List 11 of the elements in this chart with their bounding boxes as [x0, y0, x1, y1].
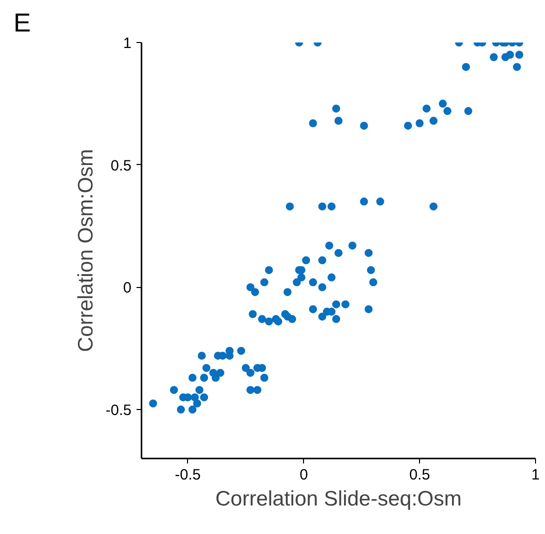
y-axis-title: Correlation Osm:Osm	[74, 148, 98, 352]
x-tick-label: 1	[531, 466, 540, 484]
y-tick-label: -0.5	[106, 402, 132, 420]
text: E	[14, 8, 31, 38]
y-tick-label: 1	[123, 35, 132, 52]
y-tick-label: 0	[123, 280, 132, 297]
x-axis-title: Correlation Slide-seq:Osm	[215, 488, 462, 510]
x-tick-label: 0.5	[409, 466, 430, 484]
x-tick-label: -0.5	[174, 466, 201, 484]
x-tick-label: 0	[300, 466, 308, 484]
y-tick-label: 0.5	[110, 157, 132, 174]
